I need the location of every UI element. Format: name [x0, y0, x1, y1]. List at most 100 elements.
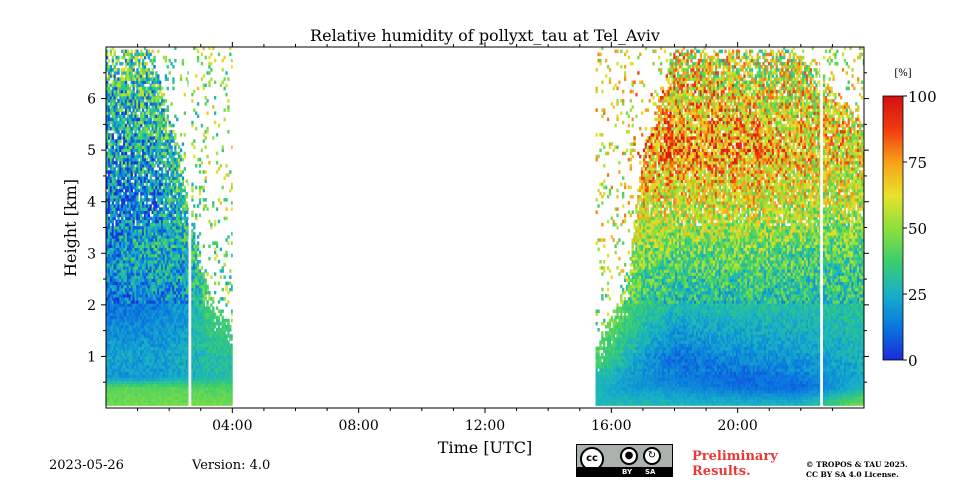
- heatmap-cell: [142, 179, 145, 184]
- heatmap-cell: [140, 80, 143, 85]
- heatmap-cell: [136, 346, 139, 351]
- heatmap-cell: [117, 263, 120, 267]
- heatmap-cell: [149, 386, 152, 391]
- heatmap-cell: [147, 315, 150, 320]
- heatmap-cell: [143, 303, 147, 307]
- heatmap-cell: [123, 294, 126, 298]
- heatmap-cell: [128, 383, 132, 388]
- heatmap-cell: [149, 362, 152, 366]
- heatmap-cell: [123, 185, 126, 190]
- heatmap-cell: [172, 65, 175, 69]
- heatmap-cell: [134, 136, 137, 140]
- heatmap-cell: [124, 89, 128, 94]
- heatmap-cell: [140, 182, 143, 187]
- heatmap-cell: [124, 188, 128, 193]
- heatmap-cell: [126, 133, 130, 137]
- heatmap-cell: [198, 157, 202, 162]
- heatmap-cell: [132, 95, 135, 100]
- heatmap-cell: [149, 303, 152, 307]
- heatmap-cell: [136, 343, 139, 348]
- heatmap-cell: [117, 179, 120, 184]
- heatmap-cell: [138, 352, 141, 357]
- heatmap-cell: [117, 99, 120, 103]
- heatmap-cell: [202, 185, 205, 190]
- heatmap-cell: [107, 99, 111, 103]
- heatmap-cell: [212, 105, 215, 109]
- heatmap-cell: [109, 297, 113, 301]
- heatmap-cell: [130, 52, 133, 57]
- heatmap-cell: [128, 207, 132, 211]
- heatmap-cell: [128, 297, 132, 301]
- heatmap-cell: [123, 136, 126, 140]
- heatmap-cell: [121, 185, 124, 190]
- heatmap-cell: [136, 315, 139, 320]
- heatmap-cell: [109, 176, 113, 180]
- heatmap-cell: [130, 55, 133, 60]
- heatmap-cell: [132, 198, 135, 202]
- heatmap-cell: [109, 164, 113, 168]
- heatmap-cell: [106, 402, 109, 406]
- heatmap-cell: [130, 167, 133, 171]
- heatmap-cell: [107, 235, 111, 239]
- heatmap-cell: [117, 201, 120, 205]
- heatmap-cell: [138, 306, 141, 310]
- heatmap-cell: [117, 377, 120, 382]
- heatmap-cell: [142, 232, 145, 236]
- heatmap-cell: [123, 352, 126, 357]
- heatmap-cell: [204, 281, 207, 286]
- heatmap-cell: [130, 71, 133, 75]
- heatmap-cell: [130, 89, 133, 94]
- heatmap-cell: [115, 284, 118, 289]
- heatmap-cell: [107, 210, 111, 214]
- heatmap-cell: [193, 154, 196, 159]
- heatmap-cell: [109, 210, 113, 214]
- heatmap-cell: [138, 346, 141, 351]
- heatmap-cell: [136, 334, 139, 338]
- heatmap-cell: [132, 247, 135, 252]
- heatmap-cell: [145, 337, 149, 341]
- heatmap-cell: [134, 229, 137, 233]
- heatmap-cell: [119, 300, 122, 304]
- heatmap-cell: [130, 204, 133, 208]
- heatmap-cell: [187, 328, 189, 332]
- heatmap-cell: [143, 346, 147, 351]
- heatmap-cell: [136, 306, 139, 310]
- heatmap-cell: [111, 198, 114, 202]
- heatmap-cell: [132, 259, 135, 264]
- heatmap-cell: [145, 247, 149, 252]
- heatmap-cell: [147, 191, 150, 196]
- heatmap-cell: [106, 365, 109, 369]
- heatmap-cell: [136, 117, 139, 122]
- heatmap-cell: [123, 80, 126, 85]
- heatmap-cell: [138, 300, 141, 304]
- heatmap-cell: [145, 235, 149, 239]
- heatmap-cell: [106, 315, 109, 320]
- heatmap-cell: [134, 126, 137, 131]
- heatmap-cell: [140, 136, 143, 140]
- heatmap-cell: [106, 399, 109, 403]
- heatmap-cell: [145, 272, 149, 276]
- heatmap-cell: [206, 111, 209, 115]
- heatmap-cell: [132, 151, 135, 156]
- heatmap-cell: [136, 266, 139, 270]
- heatmap-cell: [126, 253, 130, 258]
- heatmap-cell: [128, 105, 132, 109]
- heatmap-cell: [121, 157, 124, 162]
- heatmap-cell: [147, 324, 150, 329]
- heatmap-cell: [147, 297, 150, 301]
- heatmap-cell: [164, 58, 168, 63]
- heatmap-cell: [123, 207, 126, 211]
- heatmap-cell: [132, 164, 135, 168]
- heatmap-cell: [111, 58, 114, 63]
- heatmap-cell: [143, 312, 147, 317]
- heatmap-cell: [121, 303, 124, 307]
- heatmap-cell: [111, 117, 114, 122]
- heatmap-cell: [147, 269, 150, 273]
- heatmap-cell: [140, 362, 143, 366]
- heatmap-cell: [136, 108, 139, 112]
- heatmap-cell: [132, 309, 135, 313]
- heatmap-cell: [119, 374, 122, 378]
- heatmap-cell: [134, 238, 137, 242]
- heatmap-cell: [123, 306, 126, 310]
- heatmap-cell: [142, 244, 145, 249]
